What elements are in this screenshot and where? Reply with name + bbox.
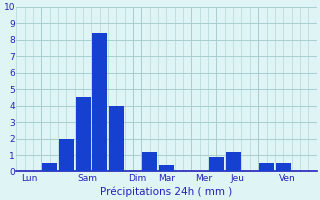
Bar [259, 163, 274, 171]
Bar [76, 97, 91, 171]
Bar [59, 139, 74, 171]
Bar [42, 163, 57, 171]
Bar [92, 33, 107, 171]
Bar [159, 165, 174, 171]
Bar [209, 157, 224, 171]
Bar [226, 152, 241, 171]
Bar [142, 152, 157, 171]
Bar [276, 163, 291, 171]
X-axis label: Précipitations 24h ( mm ): Précipitations 24h ( mm ) [100, 186, 233, 197]
Bar [109, 106, 124, 171]
